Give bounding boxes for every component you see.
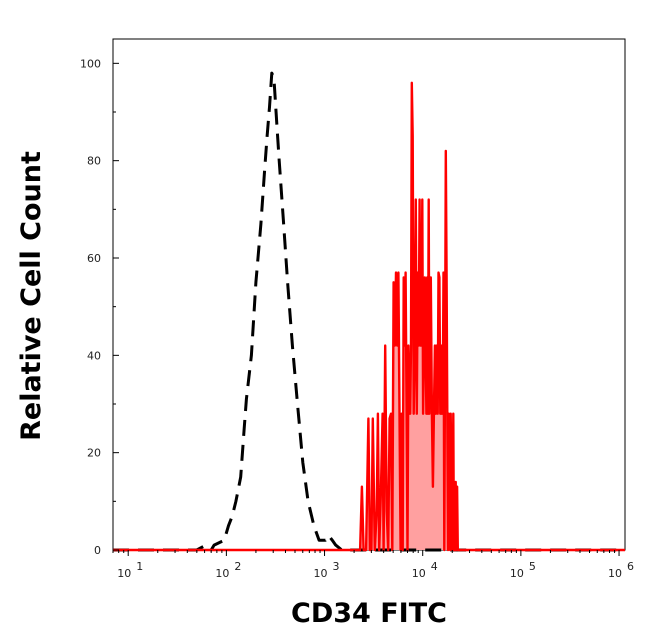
x-tick-label: 10 1 bbox=[117, 560, 143, 580]
x-tick-base: 10 bbox=[510, 567, 524, 580]
x-axis-title: CD34 FITC bbox=[291, 598, 447, 629]
x-tick-exponent: 2 bbox=[234, 560, 241, 573]
x-tick-exponent: 5 bbox=[529, 560, 536, 573]
y-tick-label: 40 bbox=[87, 349, 101, 362]
x-tick-label: 10 4 bbox=[412, 560, 438, 580]
y-tick-label: 80 bbox=[87, 155, 101, 168]
x-tick-label: 10 5 bbox=[510, 560, 536, 580]
x-tick-label: 10 2 bbox=[215, 560, 241, 580]
x-tick-base: 10 bbox=[215, 567, 229, 580]
series-layer bbox=[113, 71, 625, 552]
series-1-line bbox=[113, 81, 625, 552]
y-tick-label: 60 bbox=[87, 252, 101, 265]
x-tick-exponent: 4 bbox=[431, 560, 438, 573]
y-tick-label: 100 bbox=[80, 57, 101, 70]
x-tick-exponent: 6 bbox=[627, 560, 634, 573]
y-tick-label: 0 bbox=[94, 544, 101, 557]
y-tick-label: 20 bbox=[87, 447, 101, 460]
x-tick-base: 10 bbox=[608, 567, 622, 580]
x-tick-base: 10 bbox=[314, 567, 328, 580]
x-tick-label: 10 3 bbox=[314, 560, 340, 580]
x-axis: 10 1 10 2 10 3 10 4 10 5 10 6 bbox=[112, 550, 634, 580]
x-tick-exponent: 1 bbox=[136, 560, 143, 573]
y-axis: 0 20 40 60 80 100 bbox=[80, 57, 119, 557]
x-tick-base: 10 bbox=[412, 567, 426, 580]
y-axis-title: Relative Cell Count bbox=[16, 151, 47, 441]
x-tick-exponent: 3 bbox=[333, 560, 340, 573]
series-0-line bbox=[113, 71, 625, 552]
x-tick-base: 10 bbox=[117, 567, 131, 580]
x-tick-label: 10 6 bbox=[608, 560, 634, 580]
